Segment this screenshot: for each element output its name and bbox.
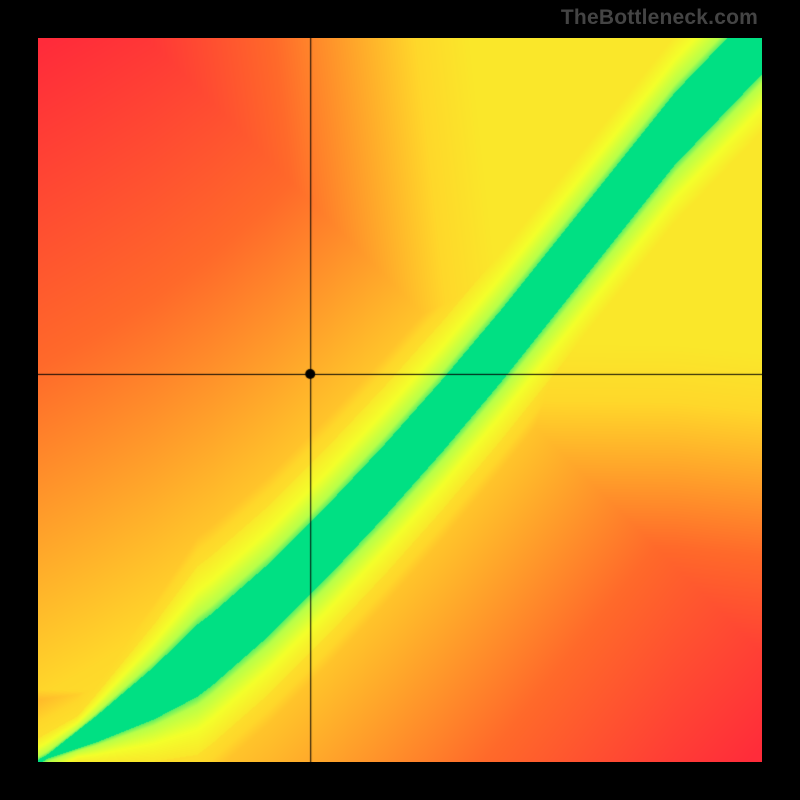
plot-frame (38, 38, 762, 762)
watermark-text: TheBottleneck.com (561, 6, 758, 30)
chart-container: TheBottleneck.com (0, 0, 800, 800)
bottleneck-heatmap (38, 38, 762, 762)
